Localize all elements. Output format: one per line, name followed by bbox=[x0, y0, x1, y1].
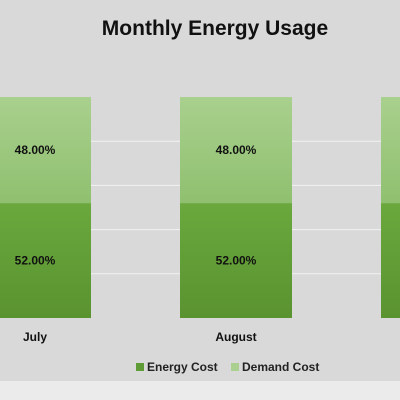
bar-demand-cost bbox=[180, 97, 292, 204]
legend-swatch-demand-cost bbox=[231, 363, 239, 371]
data-label-energy-cost: 52.00% bbox=[216, 254, 257, 268]
bar-energy-cost bbox=[381, 203, 400, 318]
category-labels: JulyAugustSe bbox=[23, 330, 257, 344]
category-label: July bbox=[23, 330, 47, 344]
data-label-demand-cost: 48.00% bbox=[15, 143, 56, 157]
bar-demand-cost bbox=[381, 97, 400, 204]
bars bbox=[0, 97, 400, 318]
legend: Energy Cost Demand Cost bbox=[136, 360, 319, 374]
legend-label-energy-cost: Energy Cost bbox=[147, 360, 218, 374]
legend-swatch-energy-cost bbox=[136, 363, 144, 371]
legend-label-demand-cost: Demand Cost bbox=[242, 360, 319, 374]
data-labels: 52.00% 48.00% 52.00% 48.00% bbox=[15, 143, 257, 268]
bar-energy-cost bbox=[0, 203, 91, 318]
bar-energy-cost bbox=[180, 203, 292, 318]
chart-title: Monthly Energy Usage bbox=[102, 17, 328, 40]
bar-demand-cost bbox=[0, 97, 91, 204]
data-label-demand-cost: 48.00% bbox=[216, 143, 257, 157]
data-label-energy-cost: 52.00% bbox=[15, 254, 56, 268]
category-label: August bbox=[215, 330, 256, 344]
